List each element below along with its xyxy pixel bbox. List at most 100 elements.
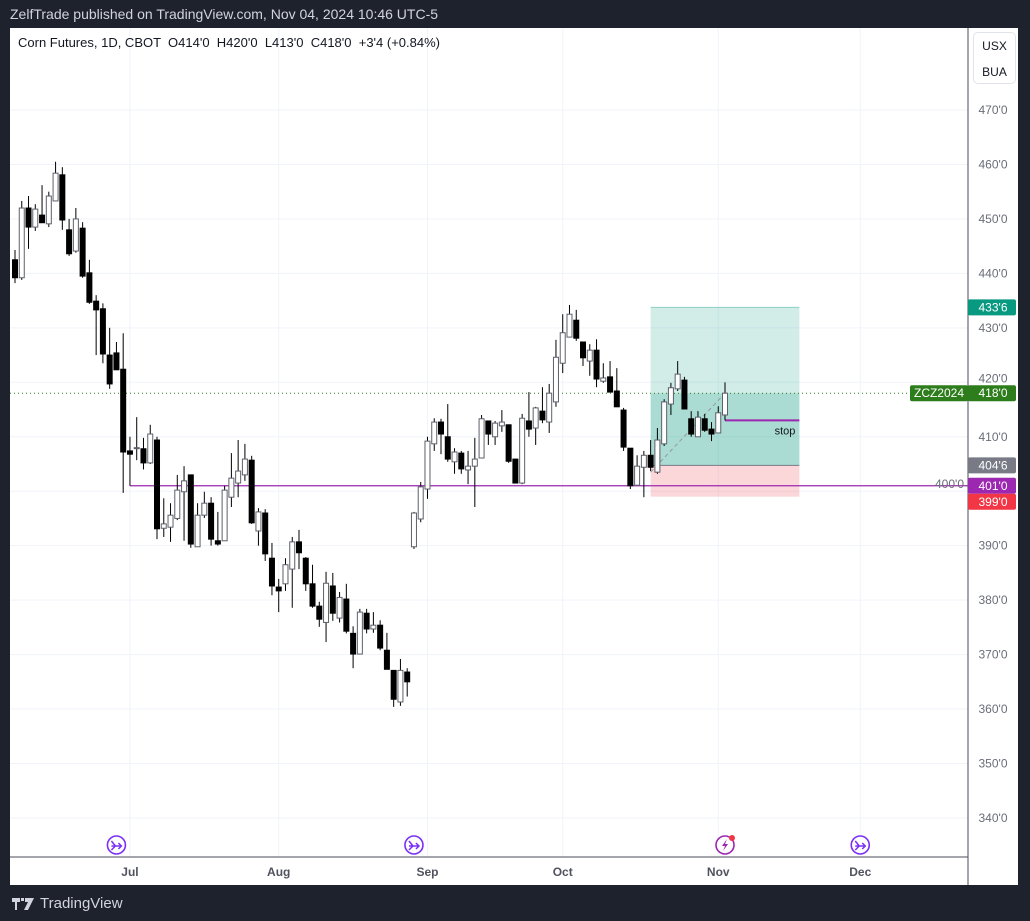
candle <box>174 474 181 521</box>
candle-body-up <box>667 387 674 405</box>
unit-label[interactable]: BUA <box>982 65 1007 79</box>
candle-body-down <box>39 214 46 224</box>
candle <box>674 361 681 392</box>
candle <box>627 447 634 490</box>
arrow-glyph <box>408 840 421 851</box>
price-tick-label: 450'0 <box>979 212 1008 226</box>
candle-body-down <box>613 390 620 408</box>
price-tick-label: 350'0 <box>979 757 1008 771</box>
candle-body-down <box>681 379 688 410</box>
economic-event-icon[interactable] <box>106 835 127 855</box>
candle <box>147 424 154 464</box>
candle-body-down <box>363 612 370 630</box>
candle <box>126 436 133 486</box>
price-tick-label: 400'0 <box>935 477 964 491</box>
candle <box>140 437 147 470</box>
time-tick-label: Aug <box>267 865 290 879</box>
candle <box>235 440 242 498</box>
published-caption: ZelfTrade published on TradingView.com, … <box>10 6 439 22</box>
candle <box>12 249 18 284</box>
candle-body-up <box>160 523 167 529</box>
candle-body-down <box>708 428 715 435</box>
candle-body-up <box>45 195 52 225</box>
time-tick-label: Sep <box>416 865 438 879</box>
candle <box>39 185 46 224</box>
candle-body-down <box>93 300 100 311</box>
event-circle <box>106 835 127 855</box>
currency-label[interactable]: USX <box>982 39 1007 53</box>
support-price-label: 401'0 <box>979 479 1008 493</box>
candle-body-down <box>214 540 221 545</box>
economic-event-icon[interactable] <box>850 835 871 855</box>
candle <box>336 591 343 623</box>
price-tick-label: 410'0 <box>979 430 1008 444</box>
candle-body-up <box>552 356 559 403</box>
price-tick-label: 370'0 <box>979 648 1008 662</box>
candle <box>262 509 269 561</box>
candle <box>552 339 559 407</box>
price-tick-label: 440'0 <box>979 266 1008 280</box>
symbol-label: ZCZ2024 <box>914 386 964 400</box>
chart-frame[interactable]: stop 340'0 350'0 360'0 370'0 380'0 390'0 400'0… <box>10 28 1018 885</box>
candle <box>667 382 674 415</box>
candle-body-up <box>417 486 424 520</box>
candle <box>296 529 303 570</box>
candle <box>255 508 262 546</box>
candle <box>397 658 404 706</box>
candle <box>350 626 357 669</box>
candle <box>86 259 93 304</box>
candlestick-chart[interactable]: stop 340'0 350'0 360'0 370'0 380'0 390'0 400'0… <box>10 28 1018 885</box>
legend-close: C418'0 <box>310 35 352 50</box>
candle-body-down <box>208 502 215 540</box>
candle <box>282 558 289 591</box>
candle <box>505 424 512 463</box>
candle-body-up <box>566 313 573 338</box>
candle <box>681 376 688 410</box>
lightning-glyph <box>722 839 729 851</box>
candle <box>181 466 188 541</box>
candle <box>573 309 580 341</box>
economic-event-icon[interactable] <box>404 835 424 855</box>
candle <box>525 392 532 437</box>
candle-body-up <box>255 511 262 532</box>
candle-body-up <box>181 480 188 493</box>
candle-body-down <box>383 649 390 670</box>
candle-body-up <box>282 564 289 585</box>
brand-name: TradingView <box>40 895 123 912</box>
candle <box>444 404 451 462</box>
candle <box>478 414 485 459</box>
candle <box>275 578 282 613</box>
candle <box>268 542 275 596</box>
stop-label: stop <box>775 425 796 437</box>
candle <box>701 413 708 432</box>
unit-selector[interactable]: USX BUA <box>973 32 1016 84</box>
earnings-lightning-icon[interactable] <box>715 835 736 855</box>
candle-body-down <box>12 259 18 279</box>
entry-price-label-bg <box>968 457 1016 474</box>
candle-body-down <box>302 557 309 585</box>
candle <box>451 448 458 474</box>
last-price-label-bg <box>968 385 1016 402</box>
arrow-glyph <box>854 840 867 851</box>
candle-body-up <box>532 407 539 429</box>
candle <box>654 428 661 474</box>
candle-body-down <box>329 585 336 614</box>
candle <box>593 339 600 388</box>
candle <box>383 632 390 670</box>
candle <box>113 341 120 371</box>
candle <box>708 422 715 442</box>
candle <box>634 455 641 486</box>
candle <box>607 361 614 393</box>
candle <box>72 208 79 253</box>
axes: 340'0 350'0 360'0 370'0 380'0 390'0 400'0 410'0… <box>10 28 1016 885</box>
candle-body-up <box>228 477 235 498</box>
candle <box>512 458 519 484</box>
candle <box>309 564 316 608</box>
candle-body-up <box>241 458 248 476</box>
candle <box>363 608 370 634</box>
last-price-label: 418'0 <box>979 386 1008 400</box>
candle <box>519 413 526 485</box>
candle <box>343 583 350 634</box>
candle <box>458 450 465 474</box>
candle-body-up <box>478 418 485 459</box>
